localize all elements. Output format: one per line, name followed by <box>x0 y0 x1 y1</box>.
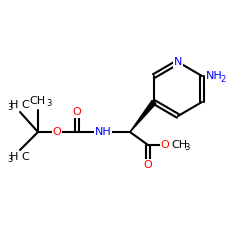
Text: 3: 3 <box>184 144 190 152</box>
Text: 3: 3 <box>8 104 13 112</box>
Text: O: O <box>72 107 82 117</box>
Text: O: O <box>144 160 152 170</box>
Text: H: H <box>10 100 18 110</box>
Polygon shape <box>130 100 156 132</box>
Text: N: N <box>174 57 182 67</box>
Text: 3: 3 <box>46 100 52 108</box>
Text: 3: 3 <box>8 156 13 164</box>
Text: O: O <box>160 140 170 150</box>
Text: CH: CH <box>171 140 187 150</box>
Text: H: H <box>10 152 18 162</box>
Text: C: C <box>21 152 29 162</box>
Text: C: C <box>21 100 29 110</box>
Text: 2: 2 <box>220 74 225 84</box>
Text: NH: NH <box>206 71 223 81</box>
Text: CH: CH <box>29 96 45 106</box>
Text: NH: NH <box>94 127 112 137</box>
Text: O: O <box>52 127 62 137</box>
